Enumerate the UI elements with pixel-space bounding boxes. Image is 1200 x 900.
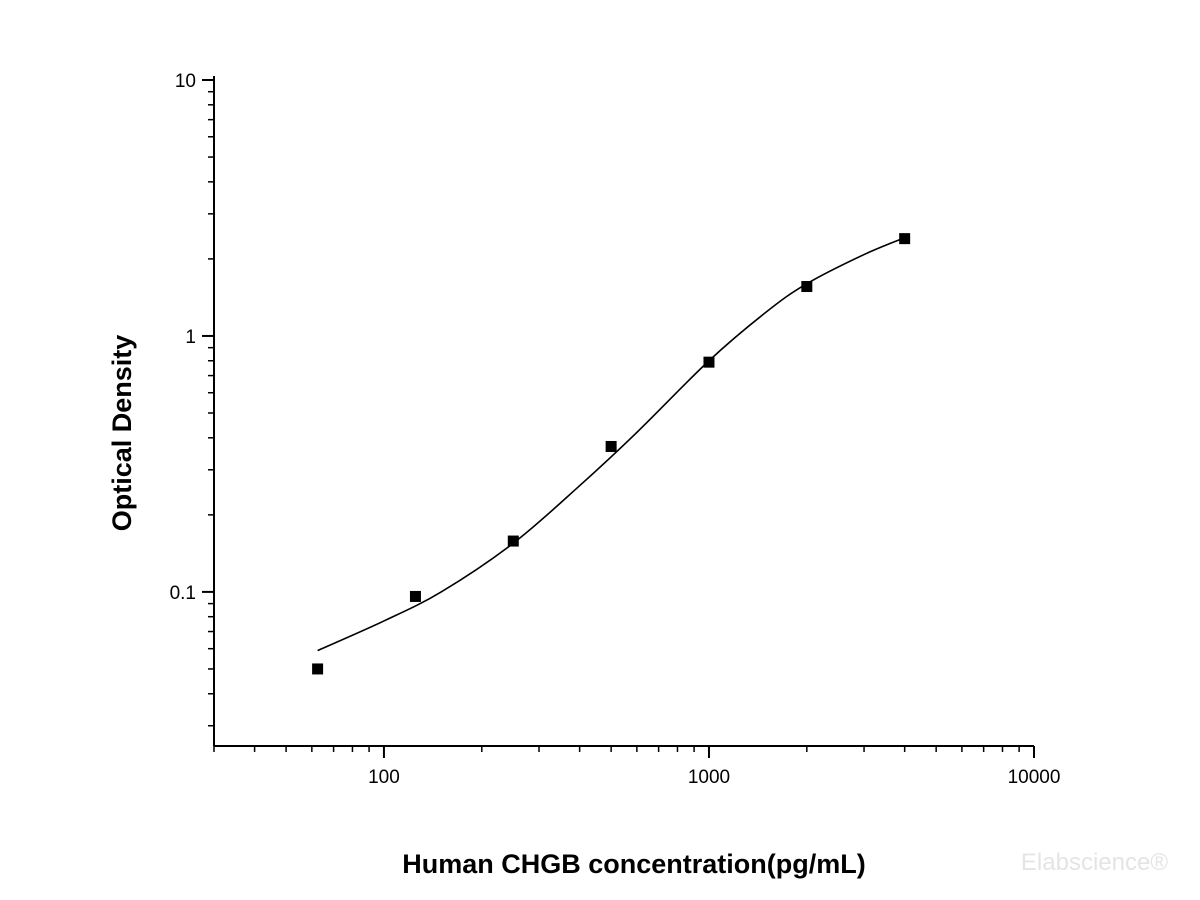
y-tick-label: 1 [185,327,196,348]
x-tick-label: 100 [368,767,400,788]
y-axis-title: Optical Density [107,335,137,532]
data-point [801,281,813,293]
x-axis-title: Human CHGB concentration(pg/mL) [402,849,866,879]
data-point [703,356,715,368]
x-tick-label: 1000 [688,767,730,788]
data-point [507,535,519,547]
y-tick-label: 10 [175,71,196,92]
x-tick-label: 10000 [1008,767,1061,788]
data-point [899,233,911,245]
fit-curve [317,236,905,652]
plot-area: 100 1000 10000 0.1 1 10 [170,71,1061,788]
data-point [605,440,617,452]
watermark: Elabscience® [1021,849,1168,876]
data-point [409,590,421,602]
data-point [312,663,324,675]
y-tick-label: 0.1 [170,583,196,604]
